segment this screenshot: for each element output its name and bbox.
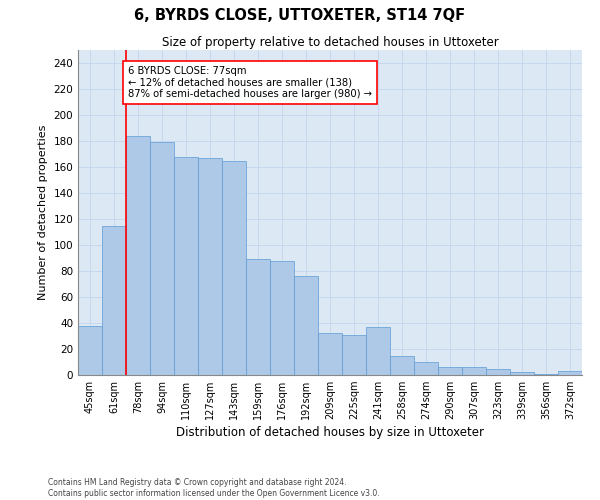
Bar bbox=[270, 260, 294, 375]
Bar bbox=[150, 142, 174, 375]
Bar bbox=[126, 136, 150, 375]
Bar bbox=[414, 362, 438, 375]
Bar bbox=[318, 334, 342, 375]
Bar bbox=[438, 367, 462, 375]
X-axis label: Distribution of detached houses by size in Uttoxeter: Distribution of detached houses by size … bbox=[176, 426, 484, 440]
Bar bbox=[510, 372, 534, 375]
Bar bbox=[366, 327, 390, 375]
Bar bbox=[102, 226, 126, 375]
Bar bbox=[222, 160, 246, 375]
Bar bbox=[558, 371, 582, 375]
Text: Contains HM Land Registry data © Crown copyright and database right 2024.
Contai: Contains HM Land Registry data © Crown c… bbox=[48, 478, 380, 498]
Bar bbox=[294, 276, 318, 375]
Bar bbox=[486, 368, 510, 375]
Bar bbox=[198, 158, 222, 375]
Bar bbox=[390, 356, 414, 375]
Text: 6, BYRDS CLOSE, UTTOXETER, ST14 7QF: 6, BYRDS CLOSE, UTTOXETER, ST14 7QF bbox=[134, 8, 466, 22]
Bar bbox=[462, 367, 486, 375]
Bar bbox=[534, 374, 558, 375]
Title: Size of property relative to detached houses in Uttoxeter: Size of property relative to detached ho… bbox=[161, 36, 499, 49]
Bar bbox=[246, 260, 270, 375]
Y-axis label: Number of detached properties: Number of detached properties bbox=[38, 125, 48, 300]
Bar bbox=[342, 334, 366, 375]
Bar bbox=[174, 156, 198, 375]
Text: 6 BYRDS CLOSE: 77sqm
← 12% of detached houses are smaller (138)
87% of semi-deta: 6 BYRDS CLOSE: 77sqm ← 12% of detached h… bbox=[128, 66, 373, 99]
Bar bbox=[78, 326, 102, 375]
